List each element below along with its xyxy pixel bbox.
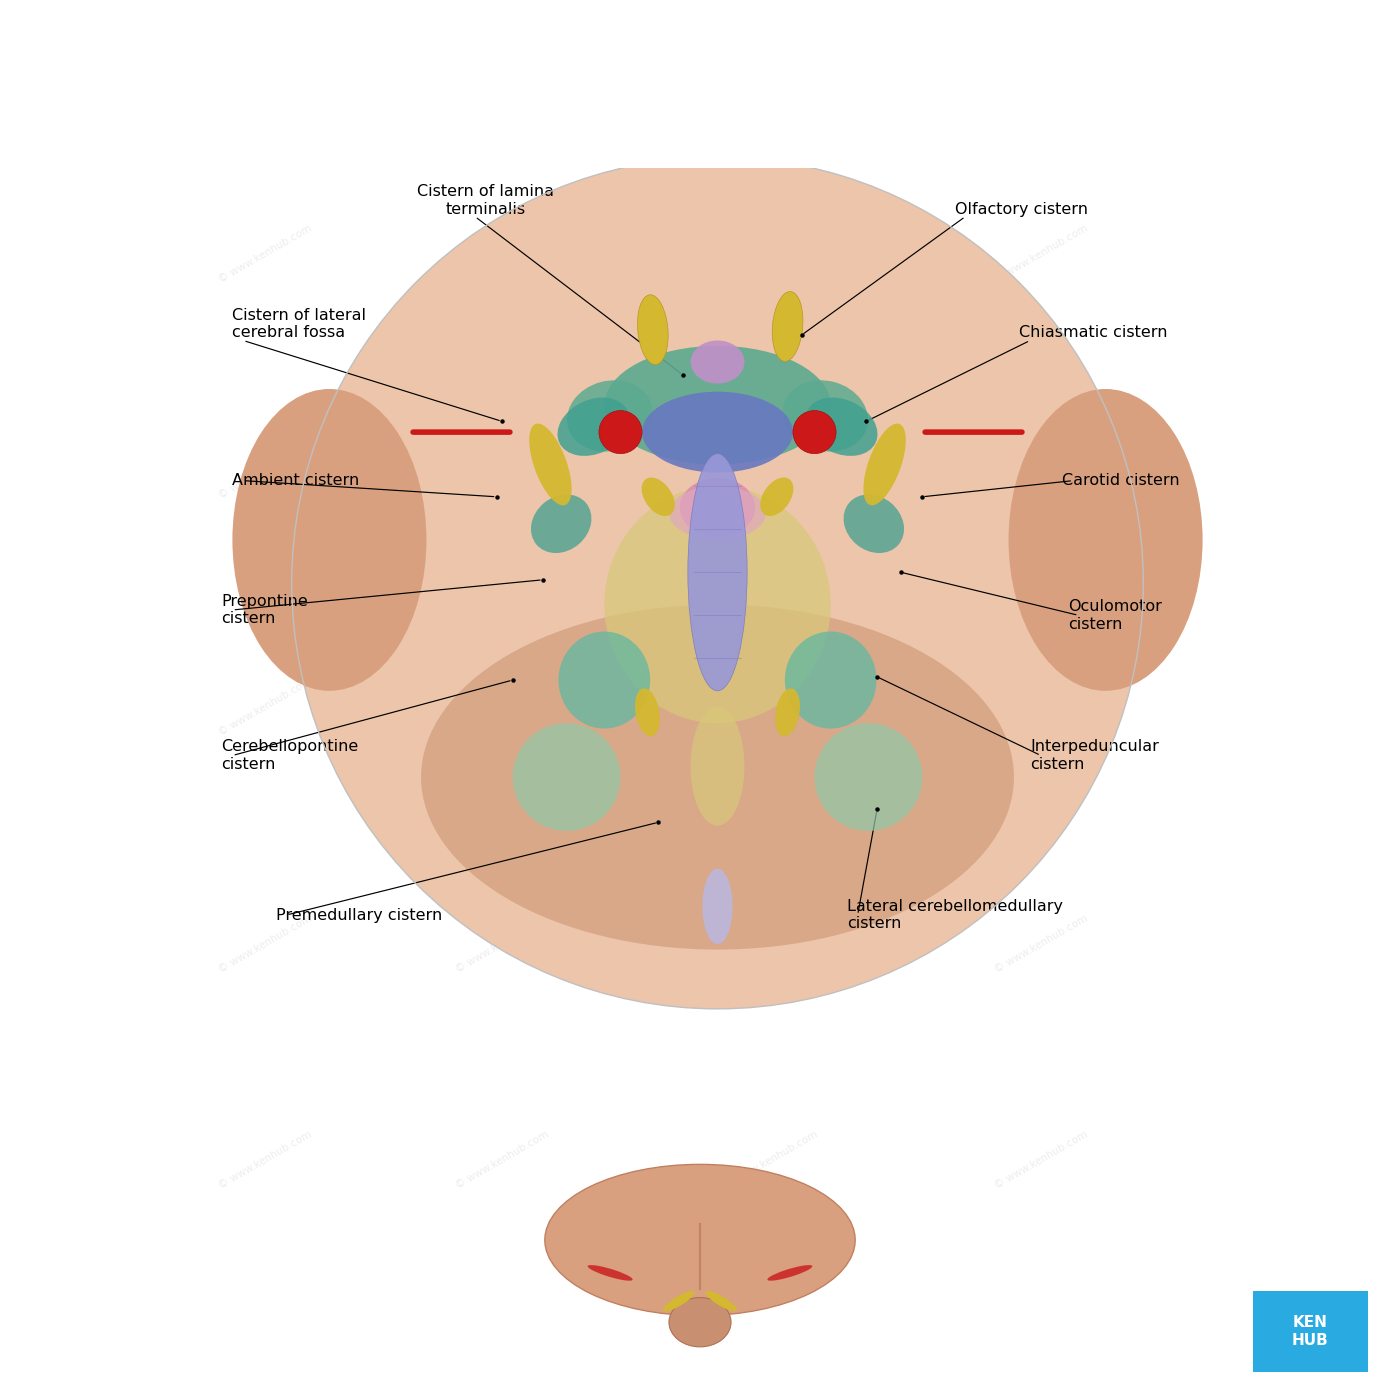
Ellipse shape <box>669 1298 731 1347</box>
Text: Cerebellopontine
cistern: Cerebellopontine cistern <box>221 739 358 771</box>
Circle shape <box>291 157 1144 1009</box>
Text: © www.kenhub.com: © www.kenhub.com <box>724 224 819 286</box>
Ellipse shape <box>605 486 830 724</box>
Text: Oculomotor
cistern: Oculomotor cistern <box>1068 599 1162 631</box>
Ellipse shape <box>864 424 906 505</box>
Text: © www.kenhub.com: © www.kenhub.com <box>724 676 819 738</box>
Text: Premedullary cistern: Premedullary cistern <box>276 907 442 923</box>
Ellipse shape <box>680 477 755 538</box>
Ellipse shape <box>776 689 799 736</box>
Text: © www.kenhub.com: © www.kenhub.com <box>454 676 550 738</box>
Circle shape <box>599 410 643 454</box>
Ellipse shape <box>637 295 668 364</box>
Text: © www.kenhub.com: © www.kenhub.com <box>724 913 819 974</box>
Ellipse shape <box>557 398 630 456</box>
Text: Prepontine
cistern: Prepontine cistern <box>221 594 308 626</box>
Text: © www.kenhub.com: © www.kenhub.com <box>993 440 1089 501</box>
Ellipse shape <box>783 381 868 452</box>
Ellipse shape <box>703 868 732 944</box>
Ellipse shape <box>844 494 904 553</box>
Text: © www.kenhub.com: © www.kenhub.com <box>454 1128 550 1190</box>
Ellipse shape <box>664 1291 694 1312</box>
Ellipse shape <box>669 486 766 540</box>
Text: Ambient cistern: Ambient cistern <box>232 473 360 489</box>
Ellipse shape <box>773 291 804 361</box>
Ellipse shape <box>767 1266 812 1281</box>
Text: Chiasmatic cistern: Chiasmatic cistern <box>1019 325 1168 340</box>
Text: Carotid cistern: Carotid cistern <box>1063 473 1180 489</box>
Ellipse shape <box>531 494 591 553</box>
Text: © www.kenhub.com: © www.kenhub.com <box>217 440 314 501</box>
Ellipse shape <box>690 707 745 826</box>
Ellipse shape <box>760 477 794 517</box>
Ellipse shape <box>512 724 620 832</box>
Text: © www.kenhub.com: © www.kenhub.com <box>724 440 819 501</box>
Text: Cistern of lamina
terminalis: Cistern of lamina terminalis <box>417 185 554 217</box>
Ellipse shape <box>567 381 652 452</box>
Ellipse shape <box>706 1291 736 1312</box>
Ellipse shape <box>588 1266 633 1281</box>
Text: © www.kenhub.com: © www.kenhub.com <box>217 224 314 286</box>
Ellipse shape <box>641 477 675 517</box>
Ellipse shape <box>815 724 923 832</box>
Text: © www.kenhub.com: © www.kenhub.com <box>993 224 1089 286</box>
Ellipse shape <box>421 605 1014 949</box>
Ellipse shape <box>559 631 650 728</box>
Ellipse shape <box>529 424 571 505</box>
Text: © www.kenhub.com: © www.kenhub.com <box>217 1128 314 1190</box>
Ellipse shape <box>1008 389 1203 690</box>
Ellipse shape <box>805 398 878 456</box>
Text: Cistern of lateral
cerebral fossa: Cistern of lateral cerebral fossa <box>232 308 367 340</box>
FancyBboxPatch shape <box>1247 1287 1373 1376</box>
Ellipse shape <box>636 689 659 736</box>
Circle shape <box>792 410 836 454</box>
Ellipse shape <box>232 389 427 690</box>
Text: © www.kenhub.com: © www.kenhub.com <box>217 913 314 974</box>
Text: © www.kenhub.com: © www.kenhub.com <box>993 1128 1089 1190</box>
Text: Interpeduncular
cistern: Interpeduncular cistern <box>1030 739 1159 771</box>
Text: KEN
HUB: KEN HUB <box>1292 1315 1329 1348</box>
Ellipse shape <box>605 346 830 465</box>
Ellipse shape <box>785 631 876 728</box>
Text: © www.kenhub.com: © www.kenhub.com <box>454 913 550 974</box>
Text: © www.kenhub.com: © www.kenhub.com <box>993 676 1089 738</box>
Ellipse shape <box>690 340 745 384</box>
Text: © www.kenhub.com: © www.kenhub.com <box>454 440 550 501</box>
Text: © www.kenhub.com: © www.kenhub.com <box>724 1128 819 1190</box>
Text: © www.kenhub.com: © www.kenhub.com <box>993 913 1089 974</box>
Ellipse shape <box>545 1165 855 1316</box>
Text: Lateral cerebellomedullary
cistern: Lateral cerebellomedullary cistern <box>847 899 1063 931</box>
Ellipse shape <box>643 392 792 473</box>
Ellipse shape <box>687 454 748 690</box>
Text: Olfactory cistern: Olfactory cistern <box>955 202 1088 217</box>
Text: © www.kenhub.com: © www.kenhub.com <box>217 676 314 738</box>
Text: © www.kenhub.com: © www.kenhub.com <box>454 224 550 286</box>
